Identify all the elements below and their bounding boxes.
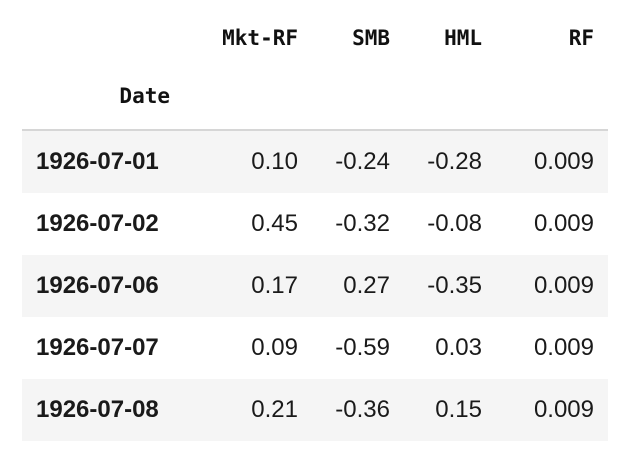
cell-rf: 0.009 [533, 334, 594, 361]
table-body: 1926-07-01 0.10 -0.24 -0.28 0.009 1926-0… [22, 130, 608, 441]
table-row: 1926-07-08 0.21 -0.36 0.15 0.009 [22, 379, 608, 441]
cell-rf: 0.009 [533, 396, 594, 423]
column-header-rf: RF [496, 0, 608, 76]
empty-header-cell [496, 76, 608, 130]
cell-mkt-rf: 0.09 [251, 334, 298, 361]
cell-rf: 0.009 [533, 148, 594, 175]
cell-smb: -0.36 [335, 396, 390, 423]
empty-header-cell [404, 76, 496, 130]
index-name-header: Date [22, 76, 184, 130]
cell-rf: 0.009 [533, 272, 594, 299]
cell-hml: 0.03 [435, 334, 482, 361]
cell-mkt-rf: 0.45 [251, 210, 298, 237]
cell-smb: 0.27 [343, 272, 390, 299]
dataframe-table: Mkt-RF SMB HML RF Date 1926-07-01 0.10 -… [22, 0, 608, 441]
empty-header-cell [312, 76, 404, 130]
column-header-row: Mkt-RF SMB HML RF [22, 0, 608, 76]
row-index-date: 1926-07-06 [36, 272, 159, 299]
column-header-smb: SMB [312, 0, 404, 76]
cell-hml: 0.15 [435, 396, 482, 423]
row-index-date: 1926-07-08 [36, 396, 159, 423]
row-index-date: 1926-07-02 [36, 210, 159, 237]
table-row: 1926-07-01 0.10 -0.24 -0.28 0.009 [22, 130, 608, 193]
row-index-date: 1926-07-07 [36, 334, 159, 361]
dataframe-output: Mkt-RF SMB HML RF Date 1926-07-01 0.10 -… [22, 0, 608, 441]
column-header-hml: HML [404, 0, 496, 76]
cell-mkt-rf: 0.10 [251, 148, 298, 175]
cell-hml: -0.28 [427, 148, 482, 175]
cell-smb: -0.59 [335, 334, 390, 361]
cell-mkt-rf: 0.17 [251, 272, 298, 299]
cell-mkt-rf: 0.21 [251, 396, 298, 423]
cell-hml: -0.35 [427, 272, 482, 299]
index-corner-cell [22, 0, 184, 76]
table-row: 1926-07-07 0.09 -0.59 0.03 0.009 [22, 317, 608, 379]
index-name-row: Date [22, 76, 608, 130]
cell-rf: 0.009 [533, 210, 594, 237]
column-header-mkt-rf: Mkt-RF [184, 0, 312, 76]
empty-header-cell [184, 76, 312, 130]
table-row: 1926-07-06 0.17 0.27 -0.35 0.009 [22, 255, 608, 317]
cell-smb: -0.32 [335, 210, 390, 237]
table-row: 1926-07-02 0.45 -0.32 -0.08 0.009 [22, 193, 608, 255]
cell-hml: -0.08 [427, 210, 482, 237]
cell-smb: -0.24 [335, 148, 390, 175]
row-index-date: 1926-07-01 [36, 148, 159, 175]
table-header: Mkt-RF SMB HML RF Date [22, 0, 608, 130]
